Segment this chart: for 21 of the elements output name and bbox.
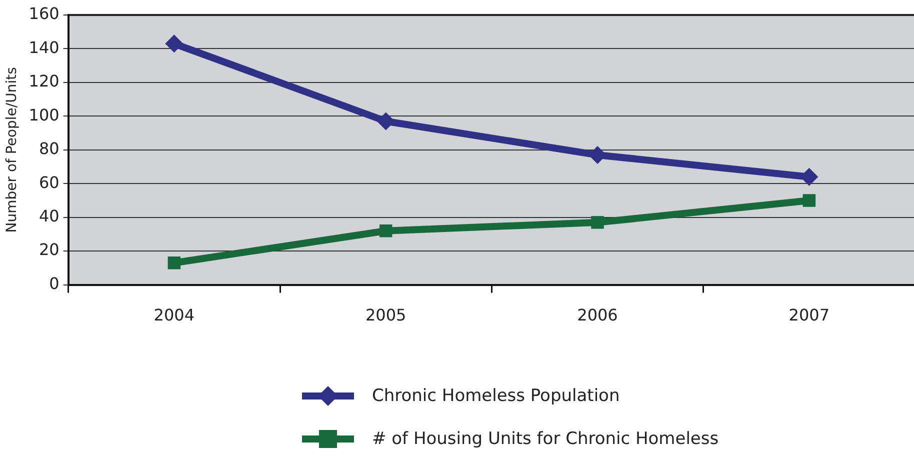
x-tick-label: 2005: [365, 306, 406, 325]
y-tick-label: 20: [38, 240, 60, 260]
point: [165, 34, 184, 53]
y-tick-label: 0: [49, 274, 60, 293]
legend-label: # of Housing Units for Chronic Homeless: [372, 429, 719, 449]
point: [168, 256, 181, 270]
y-tick-label: 100: [28, 105, 60, 124]
legend-label: Chronic Homeless Population: [372, 386, 620, 406]
y-tick-label: 80: [38, 139, 60, 158]
y-tick-label: 40: [38, 206, 60, 226]
y-axis-title: Number of People/Units: [4, 67, 20, 233]
x-tick-label: 2006: [577, 306, 618, 325]
y-tick-label: 160: [28, 4, 60, 24]
point: [802, 194, 816, 207]
point: [591, 216, 604, 229]
x-tick-label: 2004: [154, 306, 195, 325]
y-tick-label: 120: [28, 72, 60, 91]
y-tick-label: 60: [38, 172, 60, 192]
y-tick-label: 140: [28, 38, 60, 57]
point: [379, 224, 392, 238]
x-tick-label: 2007: [788, 306, 830, 325]
